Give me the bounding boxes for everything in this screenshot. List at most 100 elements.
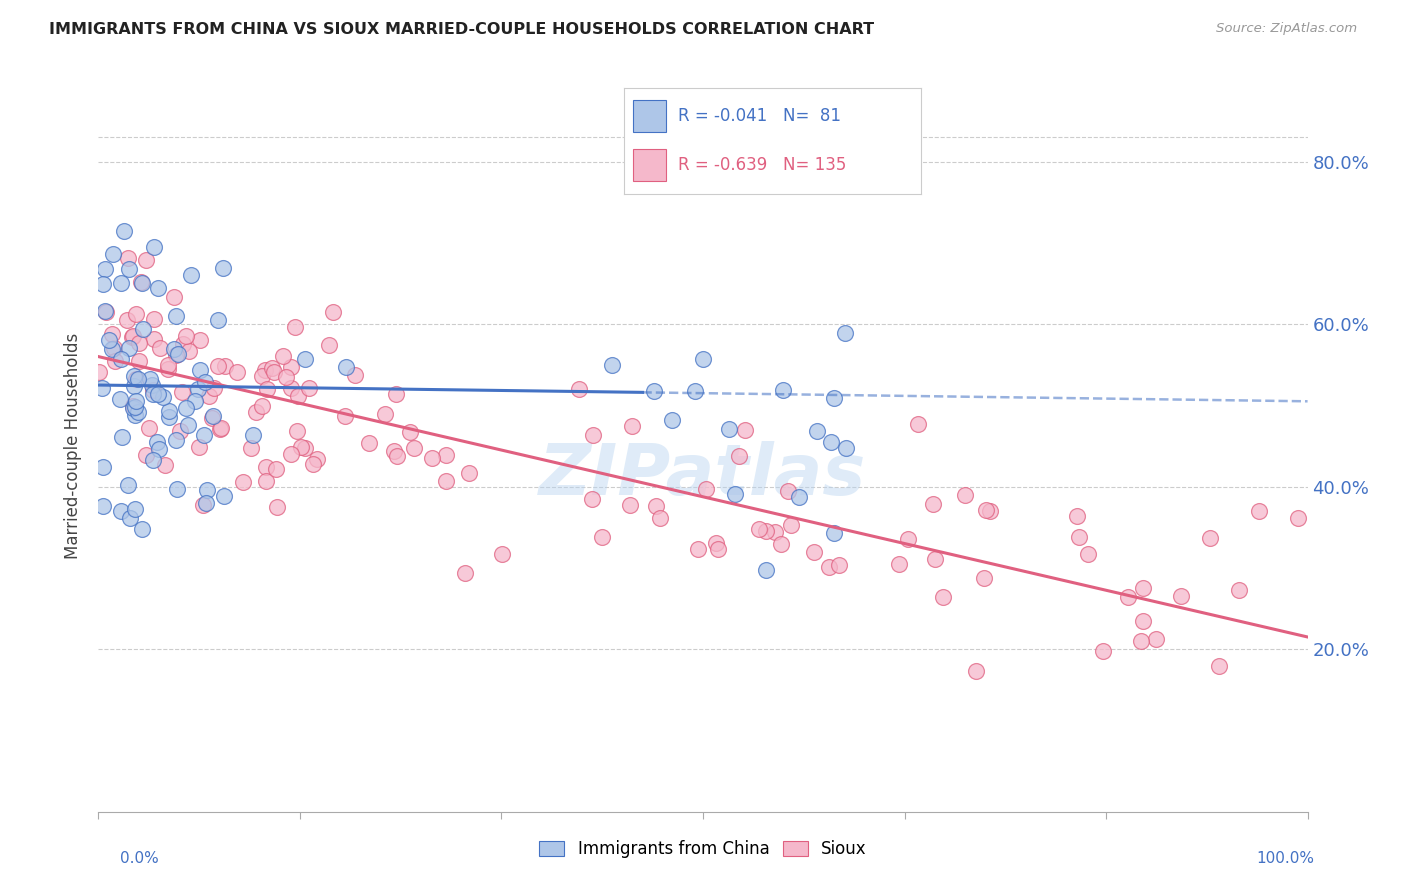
Point: [94, 261, 117, 276]
Point: [94, 305, 117, 319]
Legend: Immigrants from China, Sioux: Immigrants from China, Sioux: [540, 840, 866, 858]
Point: [645, 499, 668, 513]
Point: [166, 482, 188, 496]
Point: [763, 525, 786, 540]
Point: [202, 381, 225, 395]
Point: [287, 389, 309, 403]
Point: [195, 483, 218, 497]
Point: [385, 386, 408, 401]
Point: [165, 434, 187, 448]
Point: [232, 475, 254, 489]
Point: [212, 261, 235, 276]
Point: [188, 363, 211, 377]
Point: [101, 246, 124, 260]
Point: [398, 425, 420, 439]
Point: [591, 530, 613, 544]
Point: [302, 458, 325, 472]
Point: [169, 424, 191, 438]
Point: [581, 491, 603, 506]
Point: [131, 523, 153, 537]
Point: [131, 322, 153, 336]
Point: [458, 466, 481, 480]
Point: [1229, 582, 1251, 597]
Point: [280, 359, 302, 374]
Point: [728, 449, 751, 463]
Point: [121, 399, 143, 413]
Point: [200, 411, 222, 425]
Point: [174, 401, 197, 416]
Point: [1067, 530, 1090, 544]
Point: [91, 500, 114, 514]
Point: [748, 522, 770, 536]
Point: [803, 545, 825, 559]
Point: [177, 417, 200, 432]
Point: [922, 497, 945, 511]
Point: [979, 504, 1001, 518]
Point: [101, 342, 124, 356]
Point: [191, 498, 214, 512]
Point: [1132, 581, 1154, 595]
Point: [165, 309, 187, 323]
Point: [404, 441, 426, 455]
Point: [242, 427, 264, 442]
Point: [125, 371, 148, 385]
Point: [207, 312, 229, 326]
Point: [724, 486, 747, 500]
Point: [188, 333, 211, 347]
Point: [806, 424, 828, 438]
Point: [1130, 633, 1153, 648]
Point: [322, 304, 344, 318]
Point: [202, 409, 225, 424]
Point: [187, 382, 209, 396]
Text: 0.0%: 0.0%: [120, 851, 159, 865]
Point: [305, 452, 328, 467]
Point: [156, 358, 179, 372]
Point: [374, 407, 396, 421]
Point: [357, 435, 380, 450]
Point: [290, 441, 312, 455]
Point: [491, 547, 513, 561]
Point: [124, 502, 146, 516]
Point: [643, 384, 665, 399]
Point: [924, 552, 946, 566]
Point: [1288, 511, 1310, 525]
Point: [834, 441, 856, 455]
Point: [143, 240, 166, 254]
Point: [619, 498, 641, 512]
Point: [254, 362, 277, 376]
Point: [817, 559, 839, 574]
Point: [184, 394, 207, 409]
Point: [717, 422, 740, 436]
Point: [121, 401, 143, 415]
Text: ZIPatlas: ZIPatlas: [540, 441, 866, 509]
Point: [650, 511, 672, 525]
Point: [1198, 531, 1220, 545]
Point: [153, 458, 176, 473]
Point: [91, 459, 114, 474]
Point: [156, 362, 179, 376]
Point: [245, 404, 267, 418]
Point: [141, 378, 163, 392]
Point: [695, 483, 717, 497]
Point: [294, 351, 316, 366]
Point: [193, 428, 215, 442]
Point: [755, 524, 778, 538]
Point: [122, 379, 145, 393]
Point: [94, 304, 117, 318]
Point: [254, 475, 277, 489]
Point: [128, 335, 150, 350]
Point: [138, 371, 160, 385]
Point: [953, 488, 976, 502]
Point: [207, 359, 229, 374]
Point: [174, 328, 197, 343]
Point: [170, 385, 193, 400]
Point: [97, 333, 120, 347]
Point: [146, 387, 169, 401]
Point: [778, 483, 800, 498]
Point: [420, 451, 443, 466]
Point: [661, 413, 683, 427]
Point: [276, 370, 298, 384]
Point: [600, 358, 623, 372]
Point: [117, 341, 139, 355]
Point: [128, 354, 150, 368]
